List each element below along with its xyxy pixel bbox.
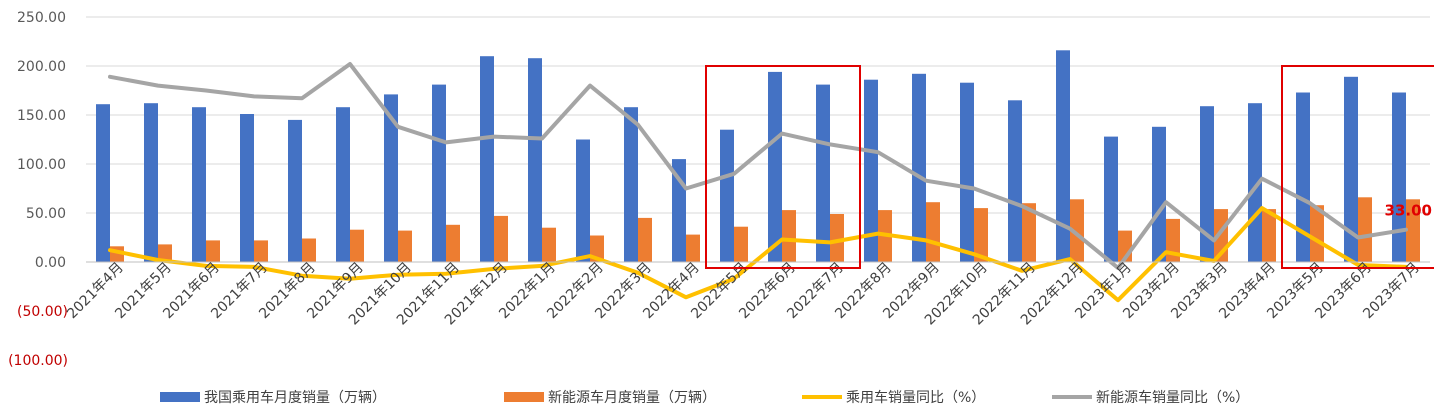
bar-nev-sales [1262, 209, 1276, 262]
bar-passenger-sales [1152, 126, 1166, 262]
bar-passenger-sales [1008, 100, 1022, 262]
bar-nev-sales [974, 208, 988, 262]
bar-passenger-sales [1392, 92, 1406, 262]
gridlines [86, 16, 1430, 214]
legend: 我国乘用车月度销量（万辆） 新能源车月度销量（万辆） 乘用车销量同比（%） 新能源车销… [160, 389, 1249, 406]
bar-passenger-sales [576, 139, 590, 262]
highlight-box [705, 65, 861, 269]
legend-label: 乘用车销量同比（%） [846, 389, 985, 406]
bar-passenger-sales [1104, 136, 1118, 262]
bar-nev-sales [926, 202, 940, 262]
bar-nev-sales [1022, 203, 1036, 262]
bar-passenger-sales [1296, 92, 1310, 262]
bar-nev-sales [494, 215, 508, 262]
bar-passenger-sales [144, 103, 158, 262]
x-tick-labels: 2021年4月2021年5月2021年6月2021年7月2021年8月2021年… [64, 260, 1423, 329]
bar-passenger-sales [192, 107, 206, 262]
y-tick-label: (50.00) [17, 304, 68, 320]
bar-passenger-sales [432, 84, 446, 262]
annotation-label: 33.00 [1385, 202, 1432, 220]
legend-label: 新能源车销量同比（%） [1096, 389, 1249, 406]
y-tick-label: 50.00 [26, 206, 66, 222]
bar-nev-sales [686, 234, 700, 262]
highlight-box [1281, 65, 1434, 269]
bar-nev-sales [398, 230, 412, 262]
bar-passenger-sales [912, 73, 926, 262]
bar-nev-sales [1358, 197, 1372, 262]
y-tick-label: 0.00 [35, 255, 66, 271]
bar-nev-sales [1070, 199, 1084, 262]
bar-passenger-sales [864, 79, 878, 262]
y-tick-label: 200.00 [17, 59, 66, 75]
bar-nev-sales [782, 210, 796, 262]
bar-nev-sales [446, 224, 460, 262]
legend-label: 我国乘用车月度销量（万辆） [204, 389, 386, 406]
bars [96, 50, 1420, 263]
annotations: 33.00 [1385, 202, 1432, 220]
y-axis: 250.00 200.00 150.00 100.00 50.00 0.00 (50.00)… [8, 10, 68, 369]
bar-passenger-sales [96, 104, 110, 262]
bar-passenger-sales [720, 129, 734, 262]
bar-passenger-sales [336, 107, 350, 262]
bar-passenger-sales [624, 107, 638, 262]
lines [108, 62, 1408, 303]
y-tick-label: 100.00 [17, 157, 66, 173]
y-tick-label: (100.00) [8, 353, 68, 369]
bar-passenger-sales [1200, 106, 1214, 262]
bar-passenger-sales [288, 119, 302, 263]
bar-passenger-sales [816, 84, 830, 262]
bar-passenger-sales [1056, 50, 1070, 262]
line-passenger-yoy [108, 206, 1408, 303]
bar-nev-sales [542, 227, 556, 262]
legend-swatch [160, 392, 200, 402]
bar-passenger-sales [240, 114, 254, 262]
bar-nev-sales [302, 238, 316, 262]
legend-swatch [504, 392, 544, 402]
y-tick-label: 150.00 [17, 108, 66, 124]
bar-nev-sales [734, 226, 748, 262]
bar-passenger-sales [480, 56, 494, 263]
bar-nev-sales [1406, 199, 1420, 262]
bar-passenger-sales [960, 82, 974, 262]
legend-label: 新能源车月度销量（万辆） [548, 389, 716, 406]
bar-nev-sales [206, 240, 220, 262]
bar-passenger-sales [768, 71, 782, 263]
bar-nev-sales [1310, 205, 1324, 262]
bar-passenger-sales [528, 58, 542, 263]
highlight-boxes [705, 65, 1434, 269]
bar-nev-sales [638, 217, 652, 262]
bar-nev-sales [158, 244, 172, 262]
line-nev-yoy [108, 62, 1408, 270]
bar-nev-sales [830, 214, 844, 262]
bar-passenger-sales [1344, 76, 1358, 262]
bar-nev-sales [350, 229, 364, 262]
y-tick-label: 250.00 [17, 10, 66, 26]
bar-nev-sales [254, 240, 268, 262]
bar-passenger-sales [384, 94, 398, 263]
